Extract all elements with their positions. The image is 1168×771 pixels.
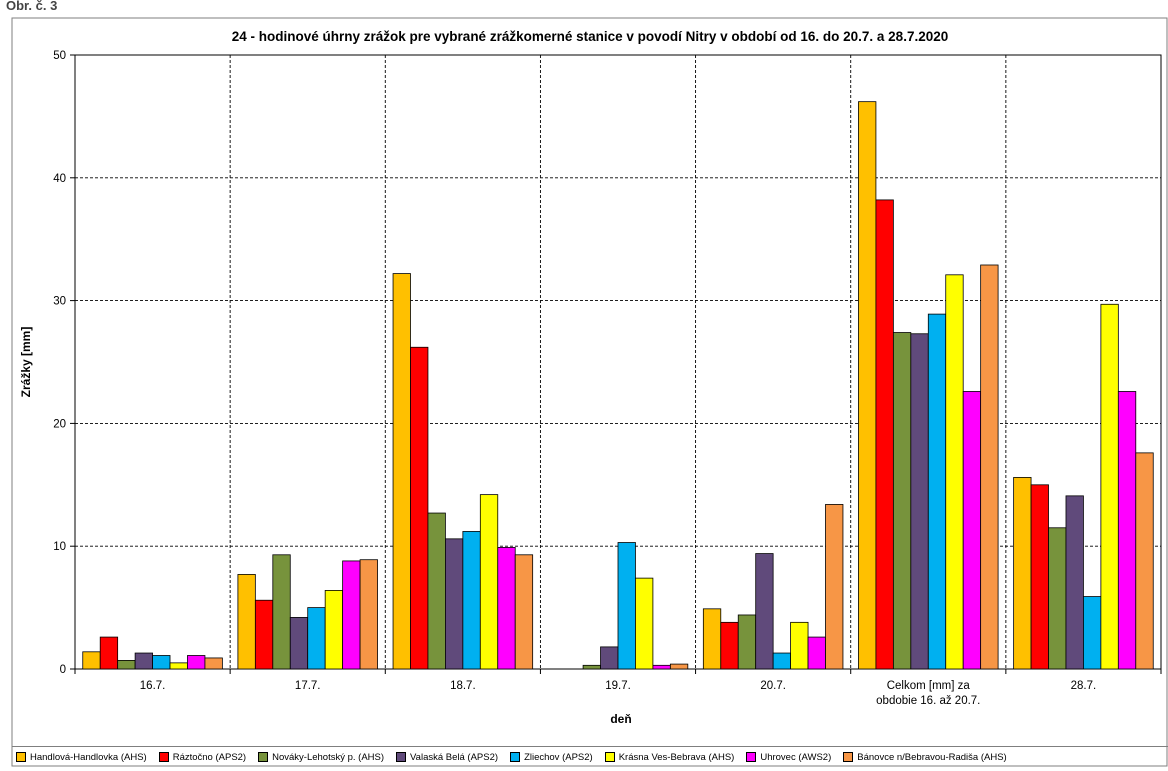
x-tick-label: 18.7. xyxy=(450,680,476,692)
legend-item: Bánovce n/Bebravou-Radiša (AHS) xyxy=(839,751,1007,763)
y-tick-label: 40 xyxy=(53,173,66,185)
bar xyxy=(254,599,274,670)
legend-swatch xyxy=(746,752,757,762)
bar xyxy=(392,273,411,670)
legend-swatch xyxy=(258,752,269,762)
bar xyxy=(134,652,153,670)
legend-label: Krásna Ves-Bebrava (AHS) xyxy=(618,751,735,763)
bar xyxy=(307,607,326,670)
bar xyxy=(617,542,636,670)
bar xyxy=(169,662,188,670)
y-tick-label: 30 xyxy=(53,296,66,308)
x-tick-label: 16.7. xyxy=(140,680,166,692)
bar xyxy=(737,614,757,670)
legend-label: Zliechov (APS2) xyxy=(524,751,593,763)
x-axis-label: deň xyxy=(610,712,631,726)
bar xyxy=(858,101,877,670)
bar xyxy=(600,646,619,670)
bar xyxy=(1100,303,1119,670)
x-tick-label: obdobie 16. až 20.7. xyxy=(876,695,980,707)
bar xyxy=(152,655,171,670)
legend-label: Nováky-Lehotský p. (AHS) xyxy=(272,751,385,763)
bar xyxy=(410,346,429,670)
y-tick-label: 20 xyxy=(53,418,66,430)
plot-area: 0 10 20 30 40 50 16.7. 17.7. 18.7. 19.7. 20.7. Celk… xyxy=(53,50,1162,707)
bar xyxy=(652,664,671,670)
bar xyxy=(720,621,739,670)
bar xyxy=(445,538,464,670)
bar xyxy=(635,577,654,670)
legend-label: Ráztočno (APS2) xyxy=(172,751,247,763)
legend-item: Ráztočno (APS2) xyxy=(155,752,246,763)
bar xyxy=(272,554,291,670)
bar xyxy=(892,332,912,670)
x-tick-label: 17.7. xyxy=(295,680,321,692)
legend-item: Valaská Belá (APS2) xyxy=(392,752,498,763)
legend-swatch xyxy=(16,752,26,762)
bar xyxy=(669,663,689,670)
header-fragment: Obr. č. 3 xyxy=(6,0,57,13)
bar xyxy=(359,559,378,670)
legend: Handlová-Handlovka (AHS) Ráztočno (APS2) N… xyxy=(12,746,1168,767)
bar xyxy=(1117,391,1137,670)
bar xyxy=(755,553,774,670)
legend-label: Valaská Belá (APS2) xyxy=(410,751,499,763)
bar xyxy=(479,494,499,670)
y-tick-label: 10 xyxy=(53,541,66,553)
x-tick-label: 28.7. xyxy=(1071,680,1097,692)
bar xyxy=(945,274,964,670)
legend-swatch xyxy=(510,752,521,762)
bar xyxy=(962,391,982,670)
bar xyxy=(342,560,361,670)
legend-swatch xyxy=(396,752,407,762)
y-tick-label: 0 xyxy=(60,664,66,676)
bar xyxy=(1030,484,1049,670)
bar xyxy=(462,531,481,670)
bar xyxy=(204,657,223,670)
bar xyxy=(497,547,516,670)
x-tick-label: 19.7. xyxy=(605,680,631,692)
bar xyxy=(1013,477,1032,670)
legend-item: Krásna Ves-Bebrava (AHS) xyxy=(601,751,735,763)
bar xyxy=(82,651,101,670)
x-tick-label: 20.7. xyxy=(760,680,786,692)
legend-item: Nováky-Lehotský p. (AHS) xyxy=(254,752,384,763)
bar xyxy=(117,660,136,670)
bar xyxy=(582,664,601,670)
legend-swatch xyxy=(604,752,615,762)
bar xyxy=(99,636,119,670)
chart-title: 24 - hodinové úhrny zrážok pre vybrané z… xyxy=(232,29,948,44)
legend-item: Handlová-Handlovka (AHS) xyxy=(12,752,147,763)
bar xyxy=(289,617,309,670)
bar xyxy=(1048,527,1067,670)
legend-label: Handlová-Handlovka (AHS) xyxy=(30,751,147,763)
bar xyxy=(237,574,256,670)
legend-item: Uhrovec (AWS2) xyxy=(742,752,831,763)
bar xyxy=(825,504,844,670)
bar xyxy=(324,590,344,670)
bar xyxy=(910,333,929,670)
y-axis-label: Zrážky [mm] xyxy=(19,327,33,398)
legend-label: Bánovce n/Bebravou-Radiša (AHS) xyxy=(857,751,1007,763)
bar xyxy=(927,313,947,670)
bar xyxy=(807,636,826,670)
bar xyxy=(514,554,534,670)
bar xyxy=(980,264,999,670)
bar xyxy=(187,655,206,670)
bar xyxy=(1065,495,1084,670)
bar xyxy=(702,608,722,670)
bar xyxy=(1135,452,1154,670)
legend-item: Zliechov (APS2) xyxy=(506,752,593,763)
legend-swatch xyxy=(843,752,854,762)
x-tick-label: Celkom [mm] za xyxy=(887,680,971,692)
bar xyxy=(427,512,446,670)
bar xyxy=(790,621,809,670)
legend-label: Uhrovec (AWS2) xyxy=(760,751,832,763)
bar xyxy=(772,652,791,670)
y-tick-label: 50 xyxy=(53,50,66,62)
bar xyxy=(875,199,894,670)
legend-swatch xyxy=(158,752,169,762)
bar xyxy=(1083,596,1102,670)
